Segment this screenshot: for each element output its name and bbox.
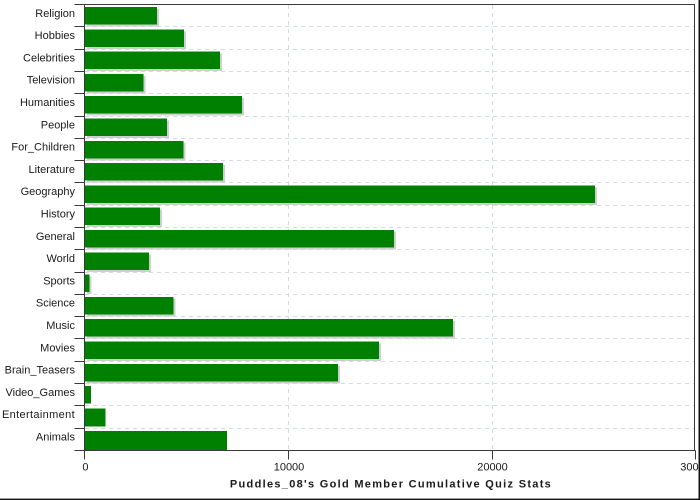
svg-text:Music: Music (46, 320, 75, 332)
svg-text:Hobbies: Hobbies (35, 30, 76, 42)
svg-text:30000: 30000 (680, 462, 700, 474)
svg-text:Entertainment: Entertainment (2, 409, 75, 421)
svg-text:0: 0 (82, 462, 88, 474)
svg-text:20000: 20000 (477, 462, 508, 474)
svg-text:World: World (46, 253, 75, 265)
svg-text:Brain_Teasers: Brain_Teasers (5, 365, 76, 377)
svg-text:For_Children: For_Children (11, 142, 75, 154)
svg-text:People: People (41, 119, 75, 131)
svg-text:Puddles_08's Gold Member Cumul: Puddles_08's Gold Member Cumulative Quiz… (230, 478, 552, 490)
svg-text:Humanities: Humanities (20, 97, 76, 109)
svg-text:Celebrities: Celebrities (23, 52, 75, 64)
svg-text:Animals: Animals (36, 432, 76, 444)
svg-text:History: History (41, 209, 76, 221)
svg-text:General: General (36, 231, 75, 243)
svg-text:Science: Science (36, 298, 75, 310)
svg-text:Literature: Literature (29, 164, 75, 176)
svg-text:Religion: Religion (35, 8, 75, 20)
svg-text:10000: 10000 (274, 462, 305, 474)
svg-text:Geography: Geography (21, 186, 76, 198)
svg-text:Movies: Movies (40, 342, 75, 354)
svg-text:Television: Television (27, 75, 75, 87)
svg-text:Sports: Sports (43, 275, 75, 287)
svg-text:Video_Games: Video_Games (5, 387, 75, 399)
